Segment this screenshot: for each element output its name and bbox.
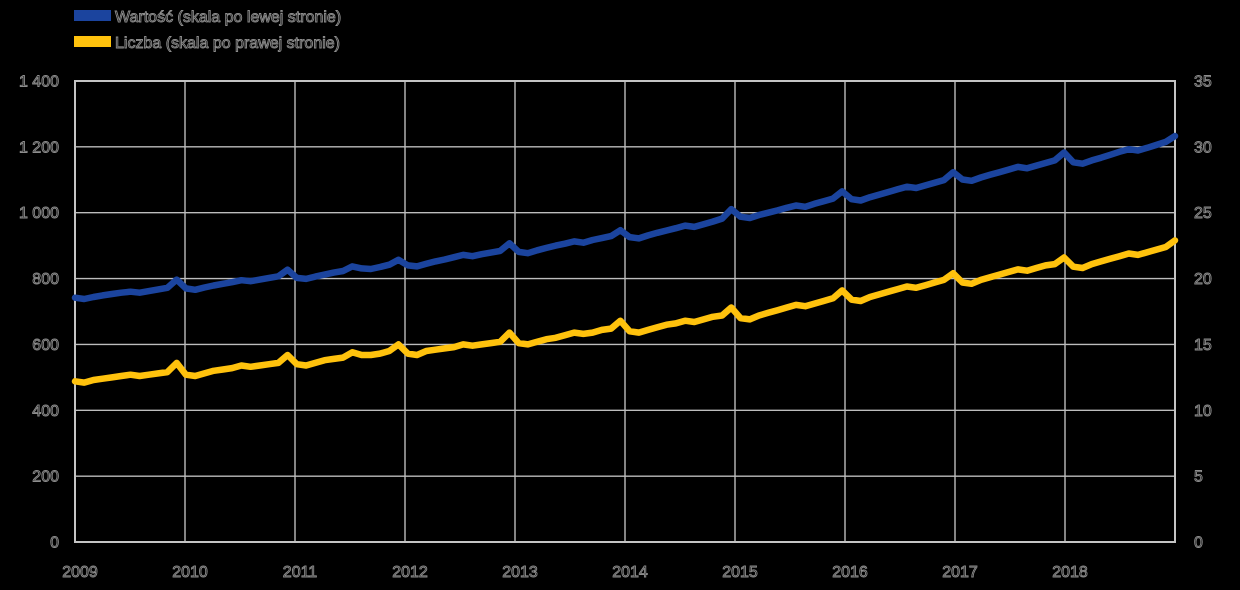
x-axis-tick-label: 2010 [172,564,208,581]
left-axis-tick-label: 0 [50,535,59,552]
x-axis-tick-label: 2013 [502,564,538,581]
left-axis-tick-label: 1 000 [19,205,59,222]
legend-swatch-count [74,36,111,47]
x-axis-tick-label: 2015 [722,564,758,581]
x-axis-tick-label: 2016 [832,564,868,581]
right-axis-tick-label: 5 [1194,469,1203,486]
legend-label-value: Wartość (skala po lewej stronie) [115,9,341,26]
right-axis-tick-label: 20 [1194,271,1212,288]
right-axis-tick-label: 10 [1194,403,1212,420]
legend-label-count: Liczba (skala po prawej stronie) [115,35,340,52]
legend-swatch-value [74,10,111,21]
left-axis-tick-label: 600 [32,337,59,354]
right-axis-tick-label: 15 [1194,337,1212,354]
chart-legend: Wartość (skala po lewej stronie) Liczba … [74,9,342,52]
plot-border [74,80,1176,543]
x-axis-tick-label: 2018 [1052,564,1088,581]
x-axis-tick-label: 2009 [62,564,98,581]
right-axis-tick-label: 35 [1194,74,1212,91]
x-axis-tick-label: 2012 [392,564,428,581]
left-axis-tick-label: 1 200 [19,139,59,156]
left-axis-tick-label: 400 [32,403,59,420]
data-series [71,132,1179,386]
right-axis-tick-label: 25 [1194,205,1212,222]
x-axis-tick-label: 2011 [283,564,318,581]
grid-lines [74,80,1176,543]
left-axis-tick-label: 1 400 [19,74,59,91]
left-axis-tick-label: 200 [32,469,59,486]
right-axis-tick-label: 30 [1194,139,1212,156]
right-axis-tick-label: 0 [1194,535,1203,552]
x-axis-tick-label: 2014 [612,564,648,581]
left-axis-tick-label: 800 [32,271,59,288]
series-line-value [71,132,1179,303]
x-axis-tick-label: 2017 [942,564,978,581]
series-line-count [71,237,1179,386]
